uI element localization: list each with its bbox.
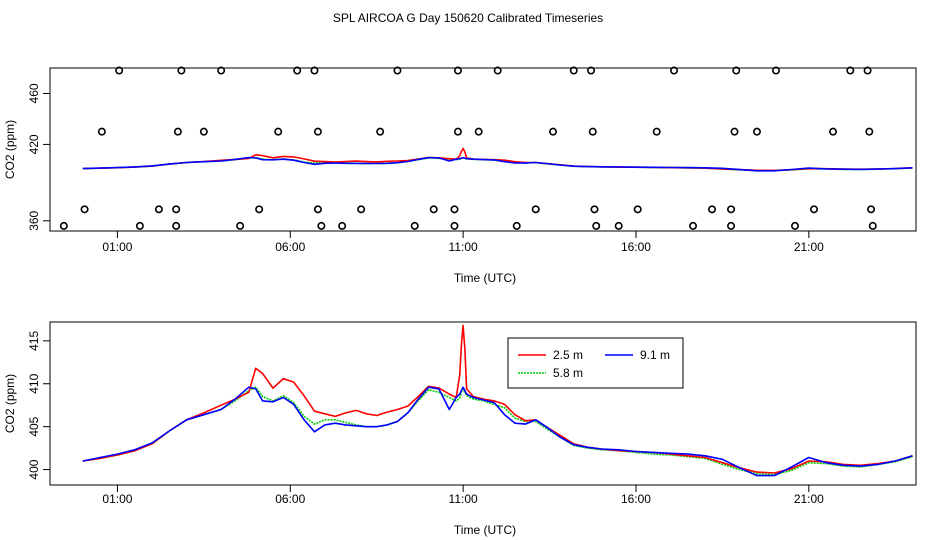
flag-marker: [689, 221, 698, 230]
legend-label: 5.8 m: [553, 366, 583, 380]
flag-marker: [293, 66, 302, 75]
flag-marker: [255, 205, 264, 214]
top-series-2-5-m-line: [82, 147, 913, 172]
flag-marker: [317, 221, 326, 230]
flag-marker: [310, 66, 319, 75]
flag-marker: [177, 66, 186, 75]
top-y-tick-label: 420: [27, 134, 41, 154]
flag-marker: [549, 127, 558, 136]
bottom-x-axis-title: Time (UTC): [454, 523, 516, 537]
bottom-x-tick-label: 16:00: [621, 492, 651, 506]
flag-marker: [791, 221, 800, 230]
flag-marker: [846, 66, 855, 75]
legend-label: 9.1 m: [640, 348, 670, 362]
flag-marker: [512, 221, 521, 230]
flag-marker: [810, 205, 819, 214]
flag-marker: [410, 221, 419, 230]
flag-marker: [357, 205, 366, 214]
flag-marker: [531, 205, 540, 214]
flag-marker: [829, 127, 838, 136]
flag-marker: [868, 221, 877, 230]
flag-marker: [670, 66, 679, 75]
top-x-tick-label: 16:00: [621, 240, 651, 254]
bottom-series-5-8-m-line: [82, 386, 913, 476]
bottom-series-group: [82, 324, 913, 477]
bottom-y-tick-label: 400: [27, 459, 41, 479]
flag-marker: [474, 127, 483, 136]
top-x-tick-label: 06:00: [275, 240, 305, 254]
bottom-series-2-5-m-line: [82, 324, 913, 474]
flag-marker: [569, 66, 578, 75]
flag-marker: [313, 127, 322, 136]
top-plot-frame: [49, 67, 917, 232]
top-x-tick-label: 21:00: [794, 240, 824, 254]
flag-marker: [393, 66, 402, 75]
flag-marker: [727, 221, 736, 230]
flag-marker: [274, 127, 283, 136]
bottom-x-tick-label: 06:00: [275, 492, 305, 506]
flag-marker: [865, 127, 874, 136]
top-x-tick-label: 11:00: [449, 240, 478, 254]
flag-marker: [771, 66, 780, 75]
flag-marker: [863, 66, 872, 75]
flag-marker: [730, 127, 739, 136]
flag-marker: [173, 127, 182, 136]
chart-title: SPL AIRCOA G Day 150620 Calibrated Times…: [333, 11, 603, 25]
bottom-plot-frame: [49, 321, 917, 486]
flag-marker: [135, 221, 144, 230]
flag-marker: [708, 205, 717, 214]
flag-marker: [450, 205, 459, 214]
flag-marker: [236, 221, 245, 230]
bottom-y-tick-label: 415: [27, 331, 41, 351]
legend-box: [507, 337, 684, 389]
top-x-axis-title: Time (UTC): [454, 271, 516, 285]
flag-marker: [587, 66, 596, 75]
bottom-panel: 01:00 06:00 11:00 16:00 21:00 400 405 410 415 Tim…: [3, 321, 917, 537]
flag-marker: [338, 221, 347, 230]
flag-marker: [172, 221, 181, 230]
flag-marker: [80, 205, 89, 214]
flag-marker: [493, 66, 502, 75]
bottom-x-tick-label: 21:00: [794, 492, 824, 506]
flag-marker: [590, 205, 599, 214]
flag-marker: [588, 127, 597, 136]
top-series-9-1-m-line: [82, 156, 913, 172]
flag-marker: [633, 205, 642, 214]
flag-marker: [429, 205, 438, 214]
top-y-tick-label: 460: [27, 83, 41, 103]
flag-marker: [199, 127, 208, 136]
flag-marker: [453, 66, 462, 75]
flag-marker: [652, 127, 661, 136]
flag-marker: [376, 127, 385, 136]
flag-marker: [592, 221, 601, 230]
bottom-x-tick-label: 11:00: [449, 492, 478, 506]
flag-marker: [614, 221, 623, 230]
bottom-y-tick-label: 410: [27, 373, 41, 393]
flag-marker: [172, 205, 181, 214]
flag-marker: [752, 127, 761, 136]
legend-label: 2.5 m: [553, 348, 583, 362]
top-x-tick-label: 01:00: [102, 240, 132, 254]
bottom-y-axis-title: CO2 (ppm): [3, 374, 17, 433]
top-y-tick-label: 360: [27, 210, 41, 230]
top-series-group: [82, 147, 913, 172]
flag-marker: [453, 127, 462, 136]
flag-marker: [313, 205, 322, 214]
bottom-x-tick-label: 01:00: [102, 492, 132, 506]
flag-marker: [59, 221, 68, 230]
flag-marker: [97, 127, 106, 136]
flag-marker: [154, 205, 163, 214]
top-y-axis-title: CO2 (ppm): [3, 120, 17, 179]
bottom-y-tick-label: 405: [27, 416, 41, 436]
flag-marker: [727, 205, 736, 214]
top-panel: 01:00 06:00 11:00 16:00 21:00 360 420 460 Time (…: [3, 66, 917, 285]
flag-marker: [867, 205, 876, 214]
flag-marker: [217, 66, 226, 75]
legend: 2.5 m 5.8 m 9.1 m: [507, 337, 684, 389]
flag-marker: [732, 66, 741, 75]
flag-marker: [450, 221, 459, 230]
bottom-series-9-1-m-line: [82, 386, 913, 477]
flag-marker: [115, 66, 124, 75]
